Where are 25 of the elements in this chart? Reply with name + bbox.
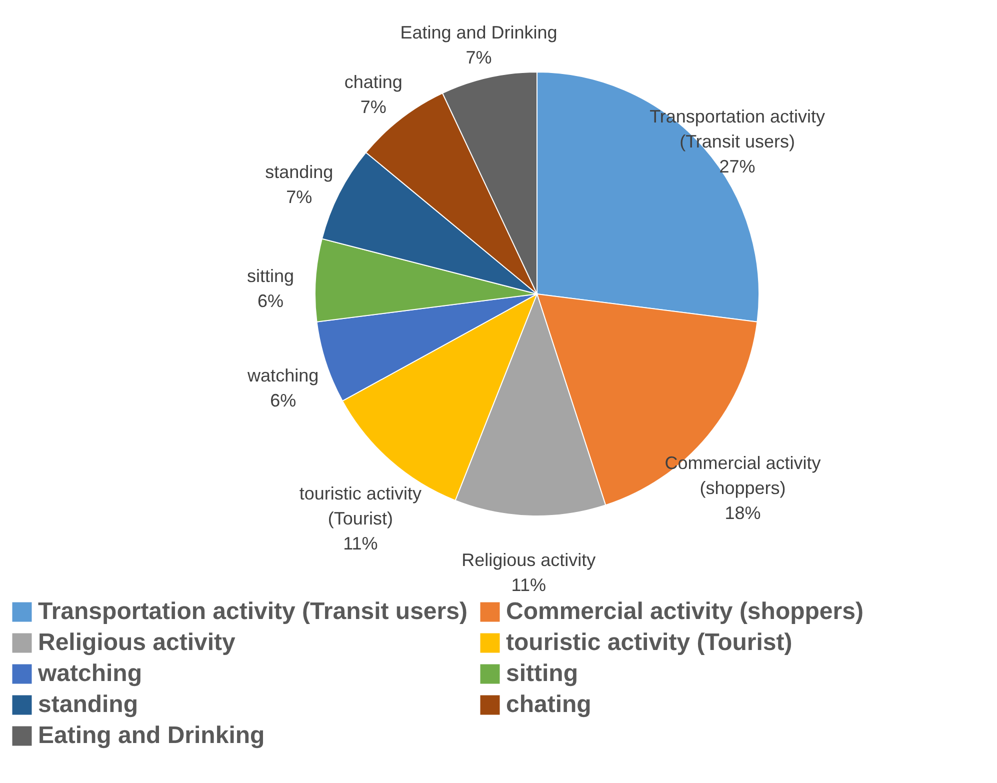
legend-label: Commercial activity (shoppers) <box>506 598 864 625</box>
slice-label: Religious activity <box>462 550 596 570</box>
slice-label: chating <box>344 72 402 92</box>
slice-label: watching <box>246 366 319 386</box>
legend-label: chating <box>506 691 592 718</box>
legend-label: Religious activity <box>38 629 236 656</box>
data-label: 27% <box>719 156 756 176</box>
slice-label: standing <box>265 162 334 182</box>
legend-label: watching <box>37 660 142 687</box>
legend-label: sitting <box>506 660 578 687</box>
legend-label: Eating and Drinking <box>38 722 265 749</box>
slice-label: sitting <box>247 266 294 286</box>
data-label: 6% <box>270 390 296 411</box>
legend-label: standing <box>38 691 138 718</box>
data-label: 11% <box>511 574 546 595</box>
data-label: 18% <box>724 503 761 524</box>
legend-label: touristic activity (Tourist) <box>506 629 792 656</box>
slice-label: touristic activity (Tourist) <box>299 483 422 528</box>
data-label: 11% <box>343 533 378 554</box>
legend-label: Transportation activity (Transit users) <box>38 598 468 625</box>
data-label: 7% <box>466 47 492 68</box>
slice-label: Eating and Drinking <box>400 22 558 42</box>
data-label: 7% <box>360 97 386 118</box>
data-label: 7% <box>286 186 312 207</box>
data-label: 6% <box>258 291 284 312</box>
